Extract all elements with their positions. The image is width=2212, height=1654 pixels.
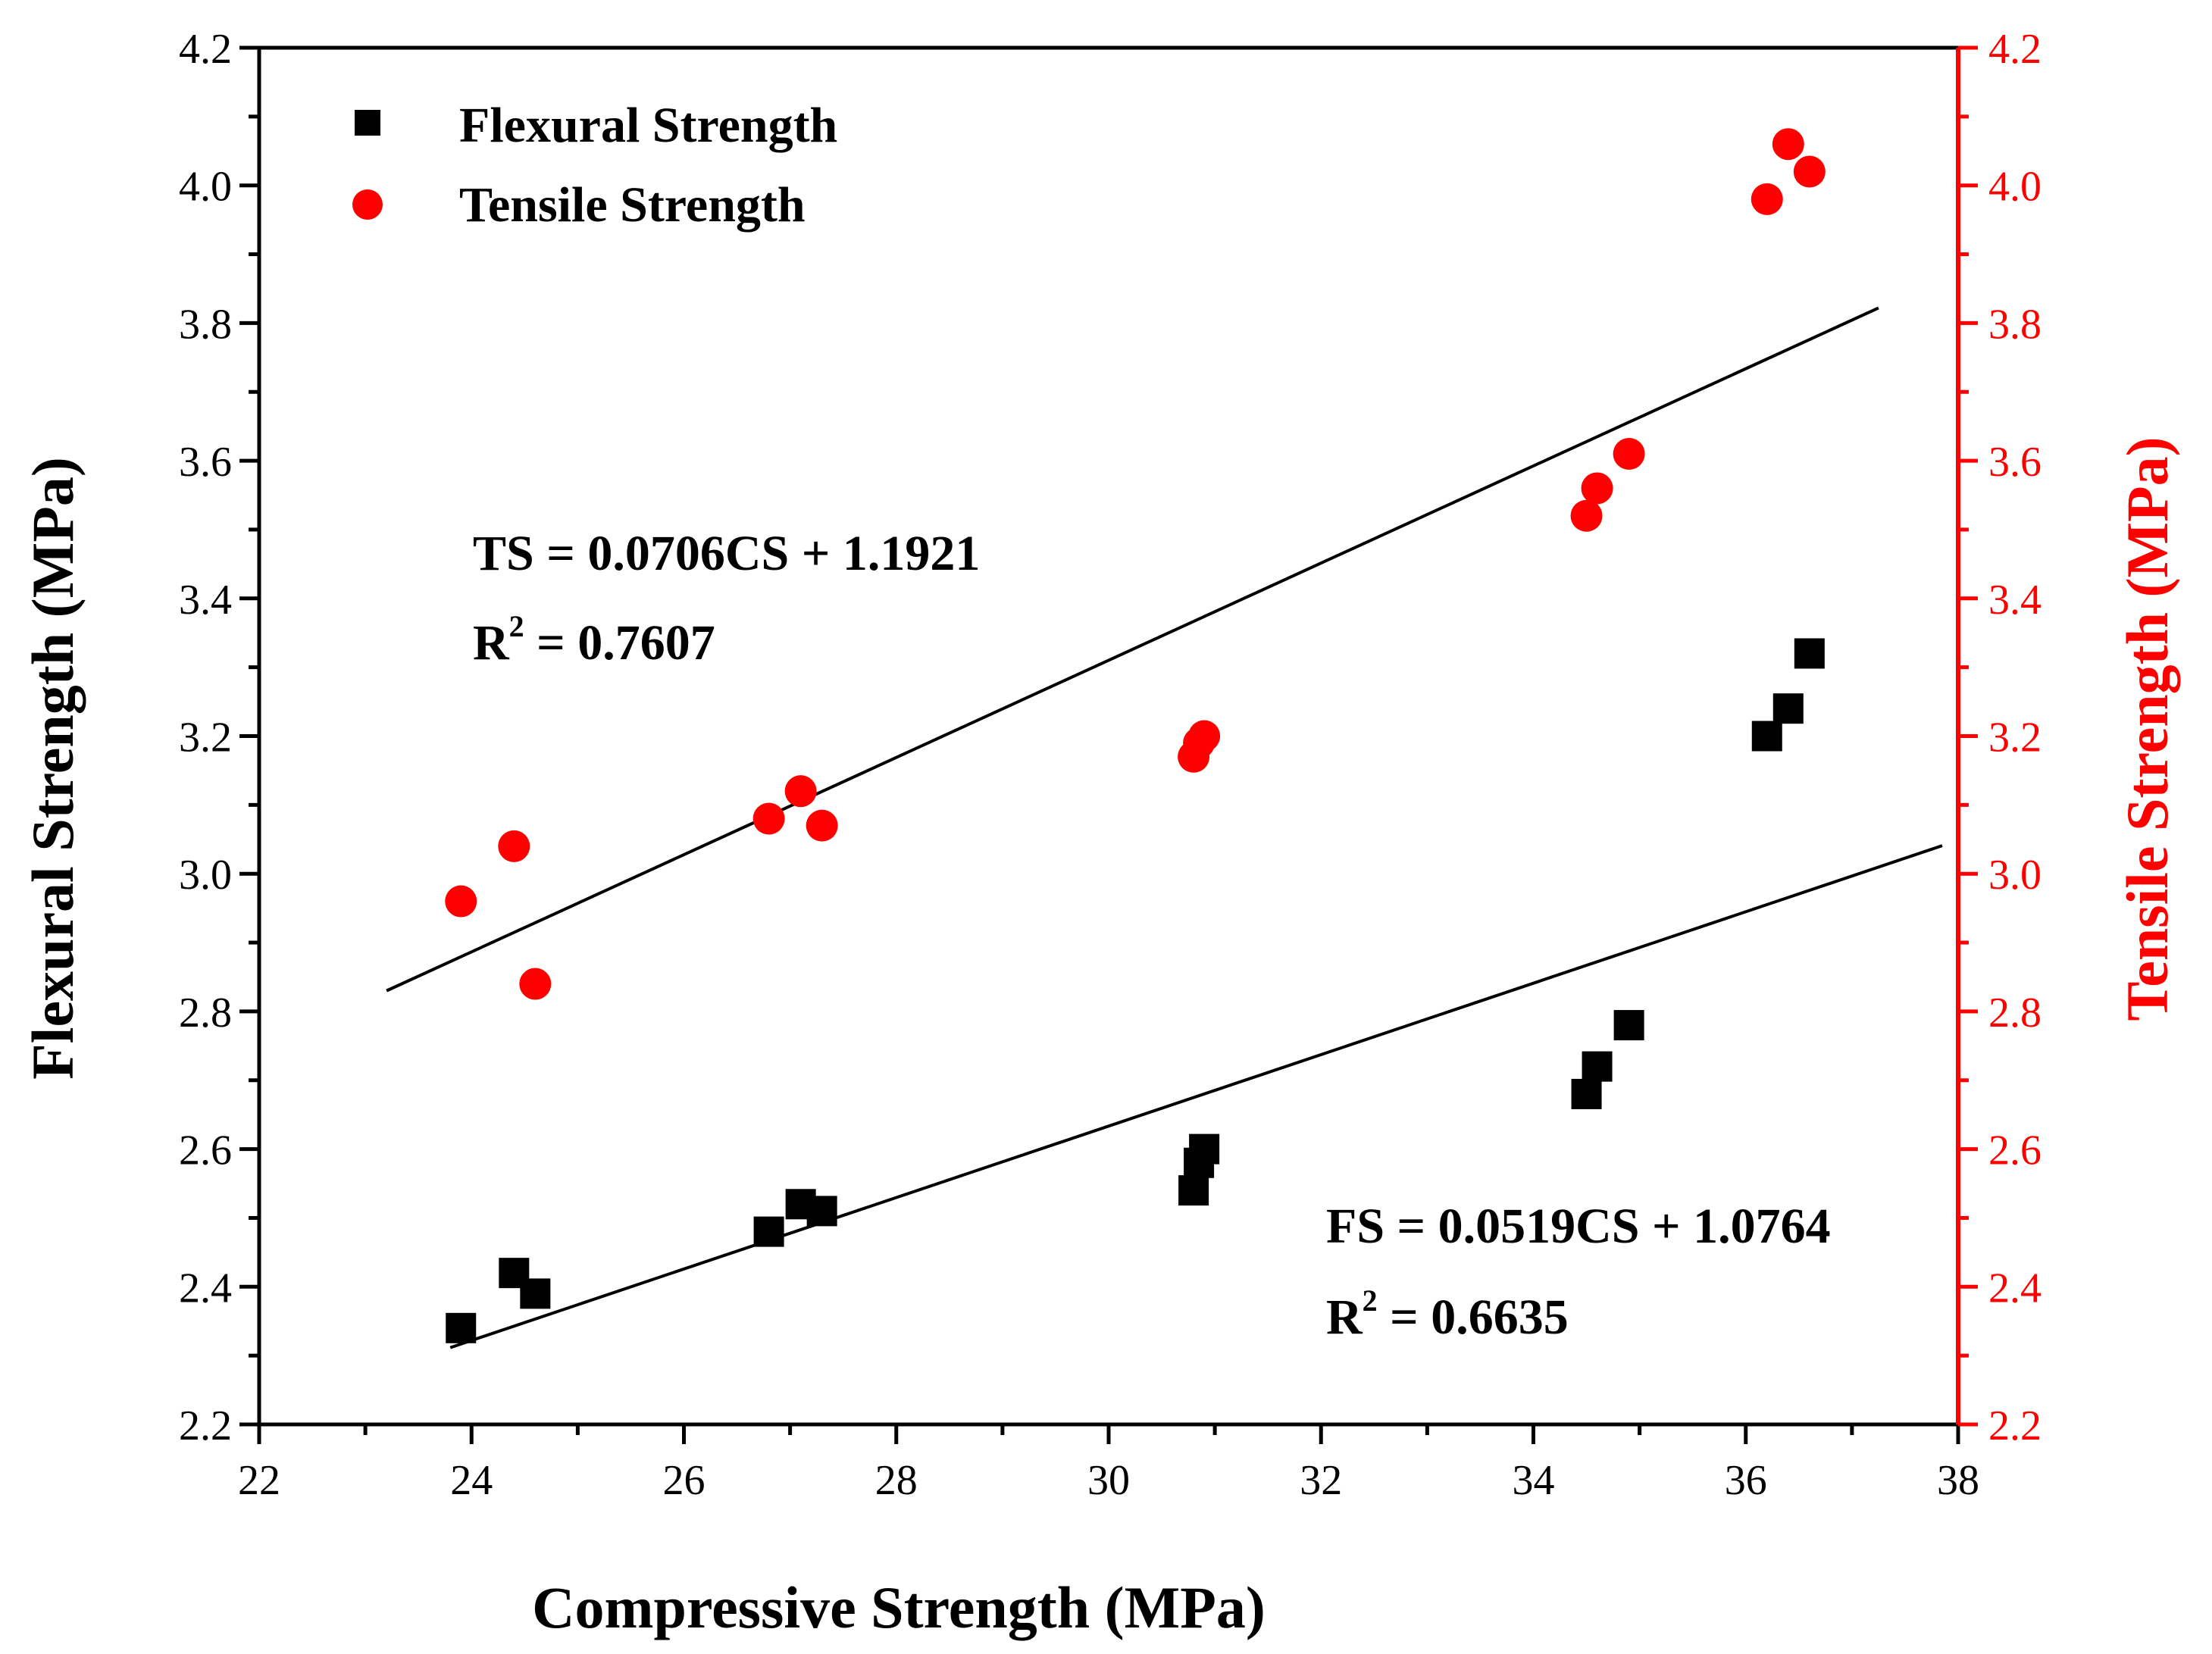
- tensile-fit-line: [386, 306, 1879, 993]
- y-axis-title-right: Tensile Strength (MPa): [2114, 436, 2180, 1021]
- x-axis-title: Compressive Strength (MPa): [532, 1574, 1266, 1640]
- tensile-point: [1793, 155, 1826, 188]
- flexural-point: [1571, 1078, 1602, 1109]
- y-right-tick-label: 2.4: [1988, 1265, 2041, 1312]
- tensile-point: [806, 809, 838, 842]
- flexural-point: [1178, 1175, 1209, 1206]
- y-right-tick-label: 4.2: [1988, 26, 2041, 73]
- flexural-point: [1582, 1051, 1613, 1082]
- x-tick-label: 32: [1300, 1457, 1342, 1504]
- ts-r2-label: R: [473, 615, 510, 671]
- y-right-tick-label: 3.8: [1988, 301, 2041, 348]
- x-tick-label: 38: [1937, 1457, 1979, 1504]
- tensile-point: [752, 802, 785, 835]
- y-left-tick-label: 2.4: [179, 1265, 232, 1312]
- y-left-tick-label: 4.0: [179, 164, 232, 211]
- tensile-point: [1751, 183, 1783, 215]
- tensile-point: [445, 885, 477, 918]
- x-tick-label: 30: [1087, 1457, 1130, 1504]
- tensile-point: [498, 830, 530, 862]
- x-tick-label: 22: [238, 1457, 280, 1504]
- y-axis-title-left: Flexural Strength (MPa): [20, 457, 86, 1080]
- x-tick-label: 24: [450, 1457, 493, 1504]
- fs-r2-label: R: [1326, 1290, 1363, 1345]
- legend-label-flexural: Flexural Strength: [459, 98, 837, 153]
- y-right-tick-label: 4.0: [1988, 164, 2041, 211]
- ts-fit-equation: TS = 0.0706CS + 1.1921: [473, 526, 980, 581]
- flexural-point: [1794, 638, 1825, 669]
- legend-marker-flexural: [355, 110, 380, 136]
- tensile-point: [1772, 128, 1804, 161]
- flexural-point: [1772, 693, 1804, 724]
- tensile-point: [1188, 720, 1221, 752]
- y-left-tick-label: 3.2: [179, 714, 232, 761]
- y-right-tick-label: 3.6: [1988, 439, 2041, 486]
- legend-label-tensile: Tensile Strength: [459, 177, 806, 233]
- x-tick-label: 34: [1513, 1457, 1555, 1504]
- y-right-tick-label: 2.6: [1988, 1127, 2041, 1174]
- y-left-tick-label: 4.2: [179, 26, 232, 73]
- flexural-point: [1613, 1010, 1644, 1041]
- tensile-point: [1581, 472, 1613, 505]
- fit-lines: [386, 306, 1943, 1349]
- y-left-tick-label: 2.8: [179, 990, 232, 1036]
- flexural-point: [753, 1216, 784, 1247]
- y-right-tick-label: 2.2: [1988, 1402, 2041, 1449]
- data-points: [445, 128, 1826, 1343]
- tensile-point: [1613, 438, 1645, 471]
- y-right-tick-label: 3.2: [1988, 714, 2041, 761]
- fs-r2-value: = 0.6635: [1378, 1290, 1569, 1345]
- y-left-tick-label: 2.2: [179, 1402, 232, 1449]
- flexural-point: [1751, 721, 1782, 752]
- x-tick-label: 26: [663, 1457, 706, 1504]
- y-left-tick-label: 2.6: [179, 1127, 232, 1174]
- flexural-point: [520, 1278, 551, 1309]
- fs-fit-equation: FS = 0.0519CS + 1.0764: [1326, 1199, 1831, 1254]
- x-tick-label: 36: [1725, 1457, 1767, 1504]
- y-right-tick-label: 2.8: [1988, 990, 2041, 1036]
- x-tick-label: 28: [875, 1457, 918, 1504]
- ts-r2-value: = 0.7607: [524, 615, 715, 671]
- flexural-point: [1189, 1133, 1220, 1165]
- legend: Flexural Strength Tensile Strength: [352, 98, 837, 233]
- ts-r2-sup: 2: [509, 609, 524, 643]
- y-left-tick-label: 3.6: [179, 439, 232, 486]
- flexural-point: [446, 1312, 477, 1343]
- tensile-point: [519, 968, 552, 1000]
- tensile-point: [1570, 499, 1603, 532]
- y-right-tick-label: 3.0: [1988, 852, 2041, 899]
- y-right-tick-label: 3.4: [1988, 577, 2041, 624]
- fs-fit-r2: R2 = 0.6635: [1326, 1283, 1569, 1345]
- y-left-tick-label: 3.8: [179, 301, 232, 348]
- legend-marker-tensile: [352, 189, 383, 220]
- flexural-point: [806, 1196, 837, 1227]
- y-left-tick-label: 3.4: [179, 577, 232, 624]
- fs-r2-sup: 2: [1363, 1283, 1378, 1318]
- flexural-fit-line: [449, 844, 1943, 1349]
- tensile-point: [784, 775, 817, 808]
- y-left-tick-label: 3.0: [179, 852, 232, 899]
- ts-fit-r2: R2 = 0.7607: [473, 609, 715, 671]
